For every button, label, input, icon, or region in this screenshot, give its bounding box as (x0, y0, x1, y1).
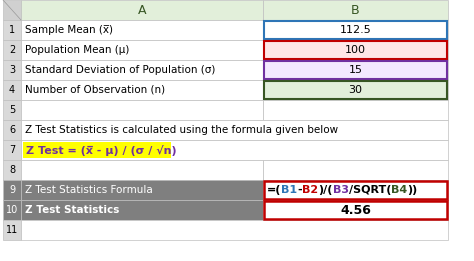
Text: )/(: )/( (318, 185, 333, 195)
Bar (263, 20, 448, 40)
Text: 112.5: 112.5 (340, 25, 371, 35)
Text: )): )) (407, 185, 418, 195)
Bar (264, 201, 447, 219)
Bar (264, 21, 447, 39)
Text: 2: 2 (9, 45, 15, 55)
Text: Number of Observation (n): Number of Observation (n) (25, 85, 165, 95)
Text: 6: 6 (9, 125, 15, 135)
Text: 11: 11 (6, 225, 18, 235)
Bar (263, 100, 448, 120)
Bar (3, 200, 21, 220)
Text: -: - (298, 185, 302, 195)
Bar (21, 20, 263, 40)
Text: /SQRT(: /SQRT( (348, 185, 391, 195)
Bar (21, 220, 448, 240)
Bar (3, 100, 21, 120)
Text: Standard Deviation of Population (σ): Standard Deviation of Population (σ) (25, 65, 215, 75)
Text: Population Mean (μ): Population Mean (μ) (25, 45, 129, 55)
Bar (3, 180, 21, 200)
Bar (21, 120, 448, 140)
Bar (3, 160, 21, 180)
Bar (3, 140, 21, 160)
Bar (264, 41, 447, 59)
Text: Z Test Statistics Formula: Z Test Statistics Formula (25, 185, 153, 195)
Text: 15: 15 (348, 65, 363, 75)
Text: 9: 9 (9, 185, 15, 195)
Bar (263, 160, 448, 180)
Text: 7: 7 (9, 145, 15, 155)
Text: B2: B2 (302, 185, 318, 195)
Text: Z Test Statistics is calculated using the formula given below: Z Test Statistics is calculated using th… (25, 125, 338, 135)
Bar (21, 40, 263, 60)
Text: Sample Mean (x̅): Sample Mean (x̅) (25, 25, 113, 35)
Text: 5: 5 (9, 105, 15, 115)
Bar (264, 81, 447, 99)
Text: Z Test Statistics: Z Test Statistics (25, 205, 119, 215)
Text: 10: 10 (6, 205, 18, 215)
Text: 100: 100 (345, 45, 366, 55)
Bar (3, 120, 21, 140)
Bar (23, 142, 171, 158)
Bar (264, 181, 447, 199)
Text: B1: B1 (282, 185, 298, 195)
Bar (21, 160, 263, 180)
Bar (21, 140, 448, 160)
Text: A: A (138, 3, 146, 16)
Bar (3, 40, 21, 60)
Bar (21, 0, 263, 20)
Text: 4: 4 (9, 85, 15, 95)
Bar (263, 60, 448, 80)
Bar (21, 180, 263, 200)
Text: B3: B3 (333, 185, 348, 195)
Text: B: B (351, 3, 360, 16)
Bar (21, 200, 263, 220)
Bar (3, 60, 21, 80)
Text: 30: 30 (348, 85, 363, 95)
Text: =(: =( (267, 185, 282, 195)
Bar (264, 61, 447, 79)
Bar (263, 0, 448, 20)
Text: Z Test = (x̅ - μ) / (σ / √n): Z Test = (x̅ - μ) / (σ / √n) (26, 145, 177, 156)
Bar (3, 80, 21, 100)
Bar (21, 100, 263, 120)
Bar (263, 180, 448, 200)
Bar (263, 80, 448, 100)
Bar (263, 40, 448, 60)
Bar (21, 60, 263, 80)
Text: 1: 1 (9, 25, 15, 35)
Bar (3, 20, 21, 40)
Bar (21, 80, 263, 100)
Bar (3, 220, 21, 240)
Text: B4: B4 (391, 185, 407, 195)
Text: 3: 3 (9, 65, 15, 75)
Bar (263, 200, 448, 220)
Text: 8: 8 (9, 165, 15, 175)
Bar (3, 0, 21, 20)
Text: 4.56: 4.56 (340, 204, 371, 217)
